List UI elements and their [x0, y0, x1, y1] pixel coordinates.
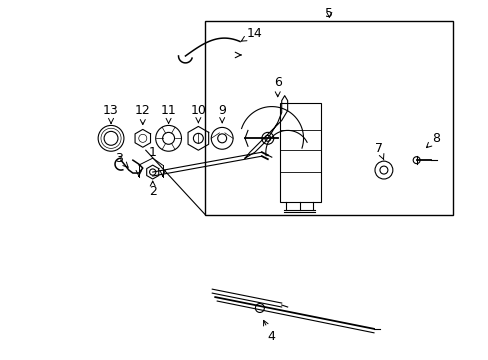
- Text: 13: 13: [103, 104, 119, 123]
- Text: 2: 2: [148, 181, 156, 198]
- Text: 3: 3: [115, 152, 128, 167]
- Text: 11: 11: [161, 104, 176, 123]
- Text: 8: 8: [426, 132, 440, 148]
- Text: 7: 7: [374, 142, 383, 160]
- Text: 4: 4: [263, 320, 275, 343]
- Text: 1: 1: [148, 146, 156, 159]
- Text: 9: 9: [218, 104, 225, 123]
- Text: 5: 5: [325, 7, 333, 20]
- Bar: [205, 21, 452, 215]
- Bar: [279, 103, 321, 202]
- Text: 12: 12: [135, 104, 150, 125]
- Text: 14: 14: [241, 27, 262, 41]
- Text: 10: 10: [190, 104, 206, 123]
- Text: 6: 6: [273, 76, 281, 97]
